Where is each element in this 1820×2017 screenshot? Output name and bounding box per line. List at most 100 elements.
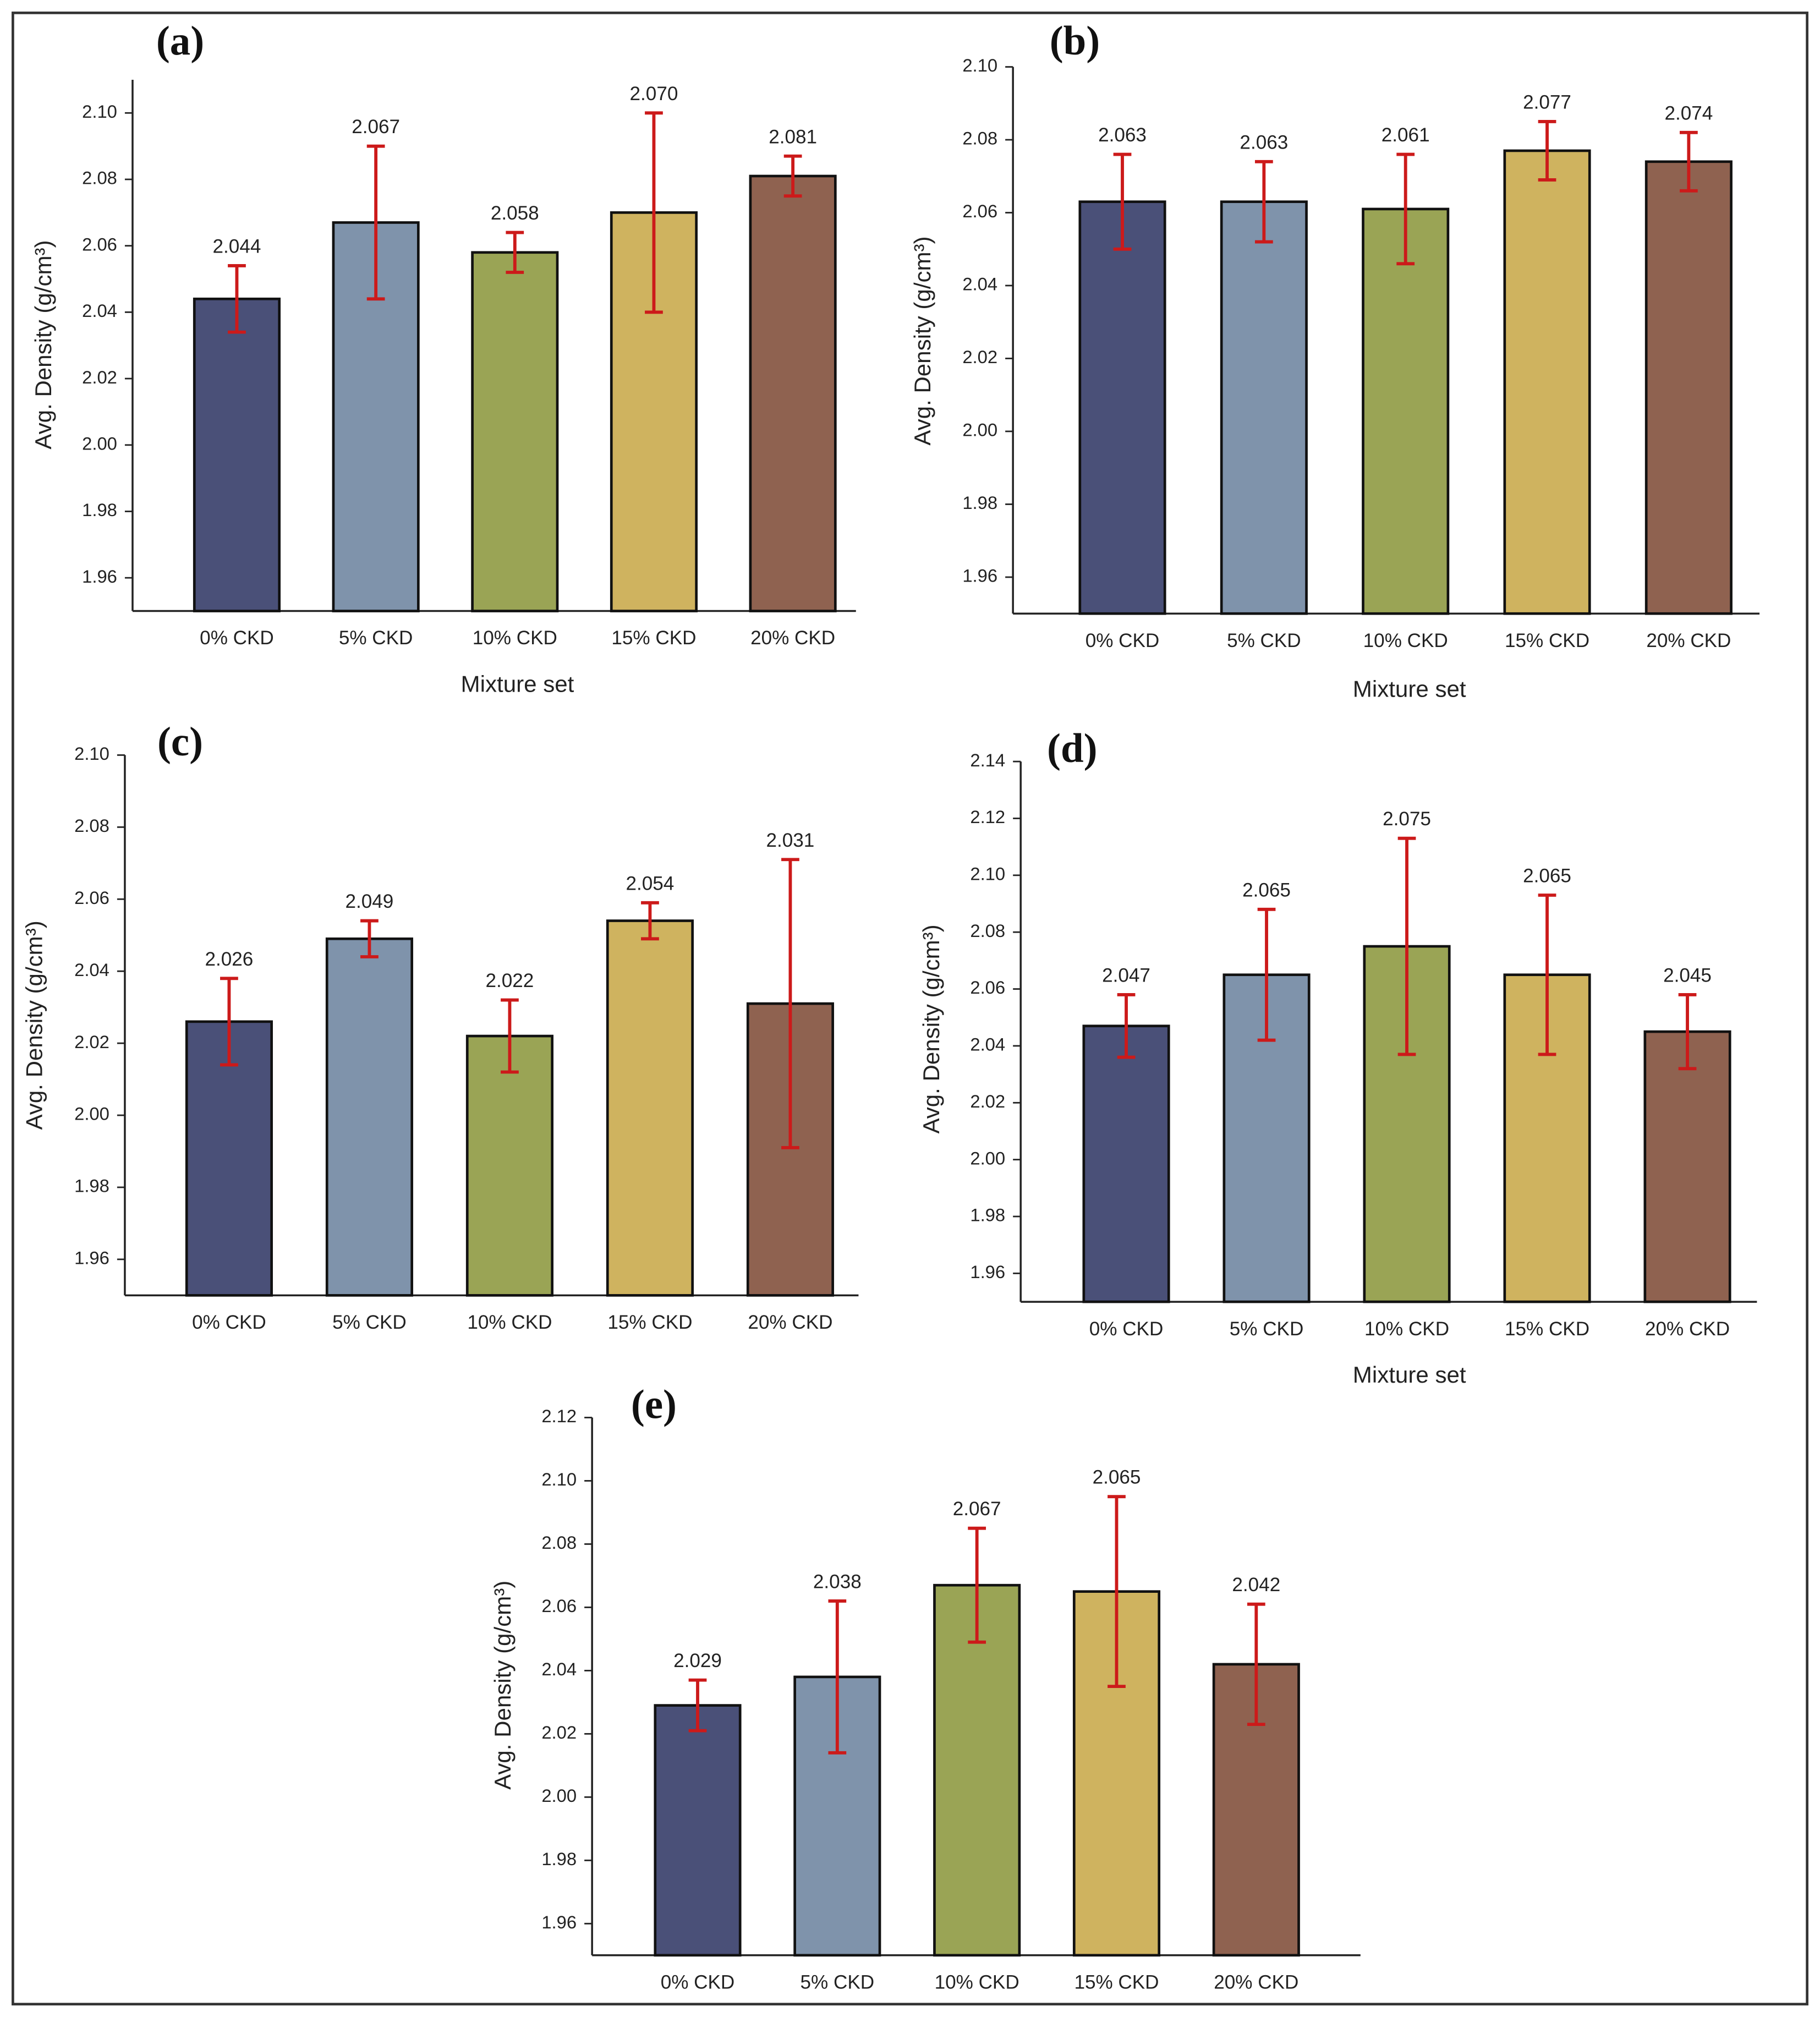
- y-tick-label: 2.00: [962, 420, 997, 440]
- y-tick-label: 1.98: [541, 1849, 577, 1869]
- y-tick-label: 2.08: [82, 168, 117, 188]
- y-axis-label: Avg. Density (g/cm³): [21, 920, 47, 1130]
- y-tick-label: 1.98: [962, 492, 997, 513]
- y-tick-label: 2.06: [541, 1596, 577, 1616]
- value-label: 2.047: [1102, 964, 1150, 986]
- value-label: 2.042: [1232, 1574, 1280, 1596]
- y-tick-label: 1.96: [541, 1912, 577, 1932]
- figure-border: [12, 12, 1808, 2005]
- value-label: 2.077: [1523, 91, 1571, 113]
- y-tick-label: 2.00: [541, 1785, 577, 1806]
- value-label: 2.049: [346, 891, 394, 912]
- x-tick-label: 0% CKD: [192, 1312, 266, 1333]
- y-tick-label: 2.04: [82, 300, 117, 321]
- x-tick-label: 15% CKD: [607, 1312, 692, 1333]
- value-label: 2.031: [766, 830, 815, 851]
- x-tick-label: 5% CKD: [339, 627, 413, 649]
- bar: [471, 251, 559, 612]
- bar: [1220, 200, 1308, 615]
- panel-label: (b): [1050, 18, 1100, 64]
- y-tick-label: 2.10: [74, 743, 109, 764]
- y-axis-label: Avg. Density (g/cm³): [918, 924, 944, 1133]
- y-tick-label: 2.04: [962, 274, 997, 294]
- x-tick-label: 5% CKD: [1227, 630, 1301, 651]
- y-tick-label: 2.06: [970, 977, 1005, 997]
- y-tick-label: 2.00: [74, 1104, 109, 1124]
- y-tick-label: 2.08: [962, 128, 997, 149]
- y-tick-label: 2.12: [970, 807, 1005, 827]
- y-tick-label: 2.08: [970, 920, 1005, 941]
- x-tick-label: 0% CKD: [661, 1971, 735, 1993]
- value-label: 2.065: [1093, 1467, 1141, 1488]
- bar: [465, 1034, 553, 1297]
- value-label: 2.054: [626, 873, 675, 894]
- x-tick-label: 15% CKD: [1505, 1318, 1589, 1340]
- y-tick-label: 2.02: [74, 1032, 109, 1052]
- y-tick-label: 2.10: [970, 863, 1005, 884]
- x-tick-label: 10% CKD: [473, 627, 557, 649]
- bar: [1644, 160, 1733, 615]
- y-tick-label: 2.14: [970, 750, 1005, 770]
- x-tick-label: 5% CKD: [1230, 1318, 1304, 1340]
- y-tick-label: 1.96: [970, 1262, 1005, 1282]
- y-tick-label: 2.04: [541, 1659, 577, 1679]
- y-tick-label: 2.08: [541, 1532, 577, 1553]
- bar: [193, 297, 281, 612]
- panel-label: (d): [1047, 726, 1097, 771]
- x-tick-label: 0% CKD: [1086, 630, 1160, 651]
- x-tick-label: 5% CKD: [332, 1312, 407, 1333]
- bar: [325, 937, 413, 1297]
- bar: [1362, 207, 1450, 615]
- panel-label: (e): [631, 1382, 677, 1427]
- y-tick-label: 2.00: [82, 433, 117, 453]
- x-tick-label: 20% CKD: [748, 1312, 832, 1333]
- y-tick-label: 1.98: [74, 1176, 109, 1196]
- value-label: 2.070: [630, 83, 678, 105]
- y-tick-label: 1.98: [82, 500, 117, 520]
- y-tick-label: 2.06: [82, 234, 117, 254]
- value-label: 2.067: [953, 1498, 1001, 1520]
- value-label: 2.045: [1663, 964, 1712, 986]
- x-tick-label: 20% CKD: [1646, 630, 1731, 651]
- y-tick-label: 2.12: [541, 1406, 577, 1426]
- x-tick-label: 10% CKD: [467, 1312, 552, 1333]
- x-tick-label: 10% CKD: [1364, 1318, 1449, 1340]
- value-label: 2.063: [1098, 124, 1147, 146]
- y-tick-label: 2.06: [74, 887, 109, 908]
- bar: [1078, 200, 1166, 615]
- value-label: 2.081: [769, 126, 817, 147]
- y-tick-label: 1.96: [962, 566, 997, 586]
- value-label: 2.058: [491, 202, 539, 224]
- value-label: 2.067: [352, 116, 400, 138]
- y-axis-label: Avg. Density (g/cm³): [909, 236, 935, 445]
- bar: [933, 1583, 1021, 1957]
- bar: [185, 1020, 273, 1297]
- y-tick-label: 2.04: [74, 960, 109, 980]
- panel-label: (a): [156, 18, 204, 64]
- x-axis-label: Mixture set: [461, 671, 574, 697]
- value-label: 2.065: [1242, 879, 1291, 901]
- y-tick-label: 2.08: [74, 815, 109, 836]
- y-tick-label: 2.04: [970, 1034, 1005, 1055]
- x-tick-label: 20% CKD: [1214, 1971, 1298, 1993]
- value-label: 2.063: [1240, 131, 1288, 153]
- bar: [1082, 1024, 1170, 1303]
- x-axis-label: Mixture set: [1353, 676, 1466, 702]
- bar: [654, 1704, 742, 1957]
- value-label: 2.065: [1523, 865, 1571, 887]
- x-tick-label: 15% CKD: [1505, 630, 1589, 651]
- y-tick-label: 2.02: [82, 367, 117, 387]
- value-label: 2.075: [1383, 808, 1431, 830]
- bar: [606, 919, 694, 1297]
- value-label: 2.038: [813, 1571, 862, 1592]
- bar: [1643, 1030, 1731, 1303]
- y-tick-label: 2.02: [541, 1722, 577, 1742]
- y-tick-label: 2.06: [962, 201, 997, 221]
- x-tick-label: 0% CKD: [200, 627, 274, 649]
- x-tick-label: 15% CKD: [1074, 1971, 1159, 1993]
- y-axis-label: Avg. Density (g/cm³): [30, 240, 56, 449]
- y-tick-label: 2.10: [962, 55, 997, 75]
- y-tick-label: 2.10: [541, 1469, 577, 1489]
